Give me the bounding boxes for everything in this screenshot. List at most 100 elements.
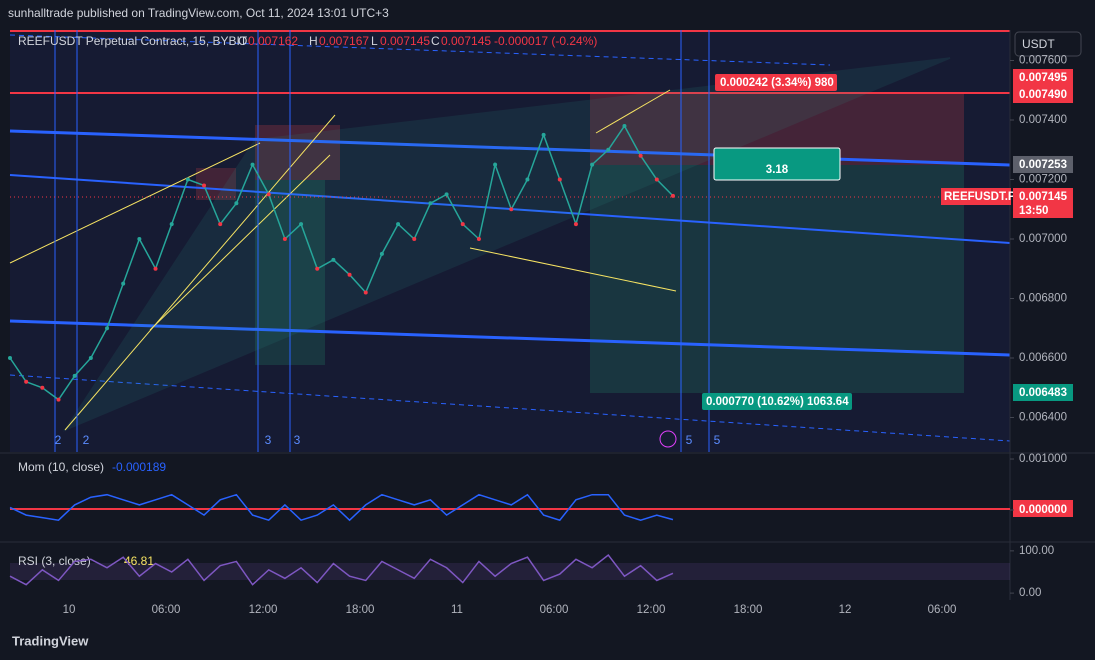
price-point bbox=[315, 266, 320, 271]
price-point bbox=[153, 266, 158, 271]
channel-line bbox=[595, 89, 671, 134]
x-tick-label: 06:00 bbox=[928, 604, 957, 616]
price-point bbox=[137, 236, 142, 241]
price-point bbox=[24, 379, 29, 384]
wave-label: 3 bbox=[265, 433, 272, 447]
symbol: REEFUSDT Perpetual Contract, 15, BYBIT bbox=[18, 34, 248, 48]
wave-label: 2 bbox=[55, 433, 62, 447]
price-point bbox=[234, 201, 239, 206]
price-point bbox=[557, 177, 562, 182]
price-point bbox=[525, 177, 530, 182]
wave-label: 5 bbox=[686, 433, 693, 447]
y-tick-label: 0.007000 bbox=[1019, 233, 1067, 245]
price-point bbox=[363, 290, 368, 295]
close: 0.007145 bbox=[441, 34, 491, 48]
price-point bbox=[541, 132, 546, 137]
rsi-band bbox=[10, 563, 1010, 580]
badge bbox=[1013, 69, 1073, 86]
x-tick-label: 06:00 bbox=[540, 604, 569, 616]
alert-icon[interactable] bbox=[659, 430, 677, 448]
price-point bbox=[396, 222, 401, 227]
risk-label bbox=[715, 74, 837, 91]
price-point bbox=[105, 326, 110, 331]
badge-text: 0.006483 bbox=[1019, 387, 1067, 399]
mom-value: -0.000189 bbox=[112, 460, 166, 474]
price-point bbox=[622, 123, 627, 128]
price-point bbox=[88, 355, 93, 360]
reward-text: 0.000770 (10.62%) 1063.64 bbox=[706, 396, 849, 408]
vertical-lines bbox=[54, 30, 710, 452]
l-label: L bbox=[371, 34, 378, 48]
currency[interactable]: USDT bbox=[1022, 37, 1055, 51]
y-tick-label: 0.001000 bbox=[1019, 453, 1067, 465]
c-label: C bbox=[431, 34, 440, 48]
wave-label: 3 bbox=[294, 433, 301, 447]
rsi-value: 46.81 bbox=[124, 554, 154, 568]
badge bbox=[1013, 384, 1073, 401]
price-line bbox=[9, 124, 674, 401]
price-point bbox=[509, 207, 514, 212]
price-point bbox=[250, 162, 255, 167]
price-point bbox=[282, 236, 287, 241]
price-point bbox=[444, 192, 449, 197]
wave-label: 5 bbox=[714, 433, 721, 447]
price-point bbox=[218, 222, 223, 227]
price-point bbox=[670, 193, 675, 198]
price-point bbox=[573, 222, 578, 227]
badge bbox=[1013, 188, 1073, 218]
price-point bbox=[379, 251, 384, 256]
price-point bbox=[493, 162, 498, 167]
channel-line bbox=[469, 247, 677, 292]
price-point bbox=[590, 162, 595, 167]
channel-line bbox=[149, 154, 331, 331]
badge-text: 0.007490 bbox=[1019, 89, 1067, 101]
price-point bbox=[460, 222, 465, 227]
y-tick-label: 0.007400 bbox=[1019, 114, 1067, 126]
badge-text: 0.007253 bbox=[1019, 159, 1067, 171]
price-point bbox=[331, 257, 336, 262]
risk-zone bbox=[255, 125, 340, 180]
y-tick-label: 0.00 bbox=[1019, 587, 1041, 599]
high: 0.007167 bbox=[319, 34, 369, 48]
price-point bbox=[266, 192, 271, 197]
price-point bbox=[40, 385, 45, 390]
published: sunhalltrade published on TradingView.co… bbox=[8, 6, 389, 20]
ratio-label bbox=[713, 147, 841, 181]
badge-text: 13:50 bbox=[1019, 205, 1048, 217]
change: -0.000017 (-0.24%) bbox=[494, 34, 597, 48]
price-point bbox=[638, 153, 643, 158]
channel-line bbox=[9, 142, 261, 264]
o-label: O bbox=[238, 34, 247, 48]
price-point bbox=[412, 236, 417, 241]
badge-text: 0.007145 bbox=[1019, 191, 1068, 203]
h-label: H bbox=[309, 34, 318, 48]
y-tick-label: 0.000000 bbox=[1019, 504, 1067, 516]
trend-line bbox=[9, 34, 831, 66]
reward-zone bbox=[590, 165, 964, 393]
price-point bbox=[347, 272, 352, 277]
trend-line bbox=[9, 129, 1011, 167]
badge bbox=[1013, 500, 1073, 517]
price-point bbox=[476, 236, 481, 241]
price-point bbox=[299, 222, 304, 227]
x-tick-label: 06:00 bbox=[152, 604, 181, 616]
y-tick-label: 0.007200 bbox=[1019, 174, 1067, 186]
x-tick-label: 12:00 bbox=[249, 604, 278, 616]
rsi-line bbox=[9, 554, 674, 586]
badge bbox=[1013, 156, 1073, 173]
x-tick-label: 18:00 bbox=[346, 604, 375, 616]
price-point bbox=[56, 397, 61, 402]
x-tick-label: 12:00 bbox=[637, 604, 666, 616]
x-tick-label: 10 bbox=[63, 604, 76, 616]
badge bbox=[1013, 86, 1073, 103]
logo: TradingView bbox=[12, 633, 89, 648]
y-tick-label: 0.006600 bbox=[1019, 352, 1067, 364]
price-point bbox=[428, 201, 433, 206]
price-point bbox=[185, 177, 190, 182]
price-point bbox=[654, 177, 659, 182]
currency-button[interactable] bbox=[1014, 31, 1082, 57]
price-point bbox=[8, 355, 12, 360]
open: 0.007162 bbox=[248, 34, 298, 48]
ratio-text: 3.18 bbox=[766, 164, 789, 176]
